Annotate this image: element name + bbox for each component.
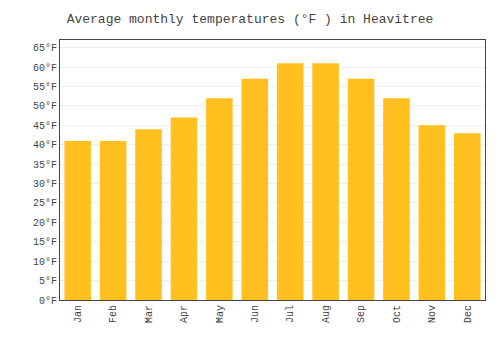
svg-text:Jul: Jul (285, 305, 296, 323)
svg-text:Jan: Jan (73, 305, 84, 323)
svg-text:Oct: Oct (392, 305, 403, 323)
svg-text:55°F: 55°F (33, 82, 57, 93)
svg-text:45°F: 45°F (33, 121, 57, 132)
svg-text:30°F: 30°F (33, 179, 57, 190)
svg-text:50°F: 50°F (33, 101, 57, 112)
svg-text:20°F: 20°F (33, 218, 57, 229)
svg-text:Aug: Aug (321, 305, 332, 323)
svg-text:Apr: Apr (179, 305, 190, 323)
svg-text:Jun: Jun (250, 305, 261, 323)
svg-text:65°F: 65°F (33, 43, 57, 54)
svg-text:25°F: 25°F (33, 198, 57, 209)
svg-text:Mar: Mar (144, 305, 155, 323)
svg-text:40°F: 40°F (33, 140, 57, 151)
svg-text:Sep: Sep (356, 305, 367, 323)
svg-text:10°F: 10°F (33, 257, 57, 268)
svg-text:15°F: 15°F (33, 237, 57, 248)
svg-text:Average monthly temperatures (: Average monthly temperatures (°F ) in He… (67, 12, 434, 27)
svg-text:5°F: 5°F (39, 276, 57, 287)
svg-text:May: May (215, 305, 226, 323)
svg-text:Nov: Nov (427, 305, 438, 323)
svg-text:Dec: Dec (463, 305, 474, 323)
svg-text:35°F: 35°F (33, 160, 57, 171)
svg-text:60°F: 60°F (33, 63, 57, 74)
svg-text:Feb: Feb (108, 305, 119, 323)
svg-text:0°F: 0°F (39, 296, 57, 307)
